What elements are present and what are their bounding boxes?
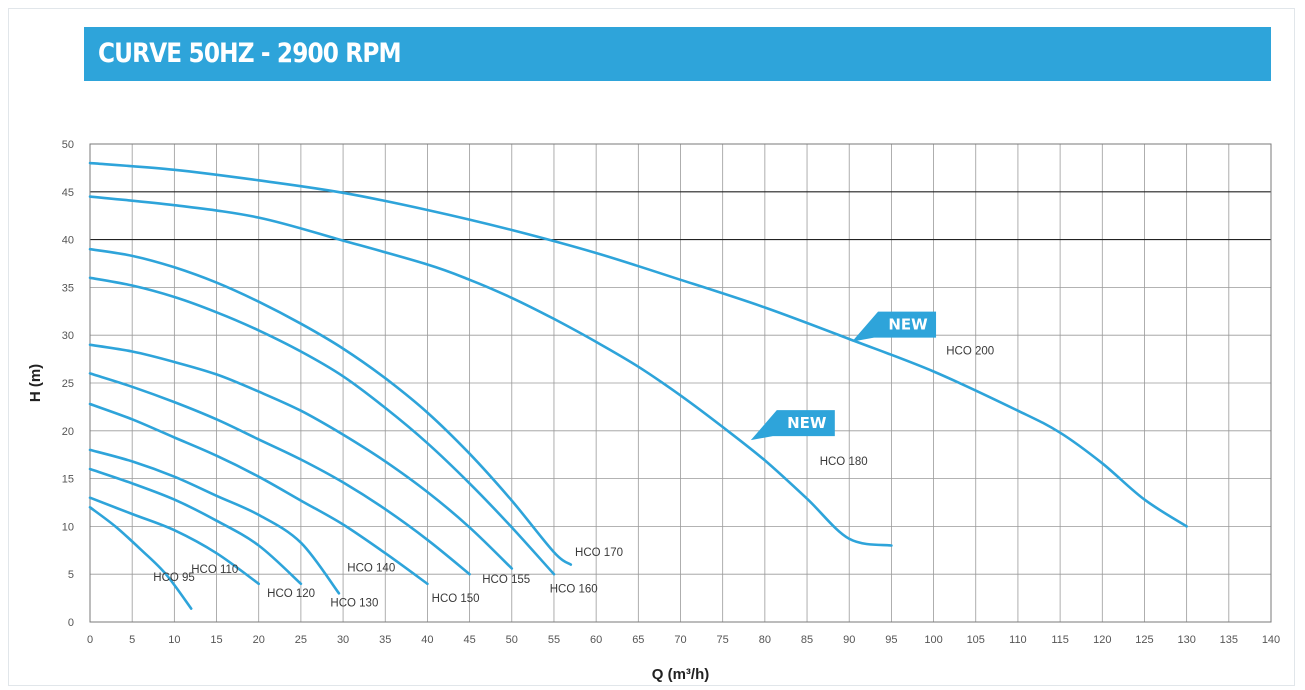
x-tick-label: 35 — [379, 634, 391, 646]
y-tick-label: 20 — [62, 426, 74, 438]
x-tick-label: 20 — [253, 634, 265, 646]
figure-frame — [8, 8, 1295, 686]
series-line-hco-95 — [88, 506, 193, 610]
y-tick-label: 25 — [62, 378, 74, 390]
x-tick-label: 70 — [674, 634, 686, 646]
series-label-hco-110: HCO 110 — [191, 564, 238, 576]
x-tick-label: 0 — [87, 634, 93, 646]
chart-title: CURVE 50HZ - 2900 RPM — [98, 38, 402, 69]
x-tick-label: 80 — [759, 634, 771, 646]
new-badge-2 — [750, 410, 835, 441]
series-line-hco-155 — [88, 343, 514, 570]
x-tick-label: 55 — [548, 634, 560, 646]
x-axis-label: Q (m³/h) — [652, 666, 710, 683]
y-tick-label: 35 — [62, 282, 74, 294]
x-tick-label: 105 — [967, 634, 985, 646]
x-tick-label: 65 — [632, 634, 644, 646]
x-tick-label: 50 — [506, 634, 518, 646]
y-tick-label: 5 — [68, 569, 74, 581]
series-label-hco-160: HCO 160 — [550, 583, 598, 595]
x-tick-label: 15 — [210, 634, 222, 646]
series-label-hco-140: HCO 140 — [347, 562, 395, 574]
x-tick-label: 60 — [590, 634, 602, 646]
series-line-hco-140 — [88, 402, 429, 586]
y-tick-label: 30 — [62, 330, 74, 342]
x-tick-label: 25 — [295, 634, 307, 646]
x-tick-label: 100 — [924, 634, 942, 646]
x-tick-label: 45 — [463, 634, 475, 646]
y-tick-label: 15 — [62, 474, 74, 486]
series-line-hco-150 — [88, 372, 471, 576]
y-tick-label: 45 — [62, 187, 74, 199]
series-label-hco-95: HCO 95 — [153, 572, 195, 584]
y-axis-label: H (m) — [27, 364, 44, 402]
series-label-hco-120: HCO 120 — [267, 588, 315, 600]
plot-border — [89, 143, 1272, 623]
x-tick-label: 110 — [1009, 634, 1027, 646]
x-tick-label: 135 — [1220, 634, 1238, 646]
x-tick-label: 120 — [1093, 634, 1111, 646]
x-tick-label: 10 — [168, 634, 180, 646]
series-line-hco-170 — [88, 247, 573, 566]
series-line-hco-110 — [88, 496, 260, 586]
series-label-hco-200: HCO 200 — [946, 345, 994, 357]
x-tick-label: 90 — [843, 634, 855, 646]
x-tick-label: 75 — [717, 634, 729, 646]
series-line-hco-130 — [88, 448, 341, 595]
x-tick-label: 115 — [1051, 634, 1069, 646]
x-tick-label: 125 — [1135, 634, 1153, 646]
y-tick-label: 50 — [62, 139, 74, 151]
new-badge-text-2: NEW — [787, 414, 827, 432]
series-line-hco-160 — [88, 276, 556, 576]
new-badge-1 — [852, 311, 937, 342]
y-tick-label: 40 — [62, 235, 74, 247]
x-tick-label: 30 — [337, 634, 349, 646]
series-label-hco-130: HCO 130 — [330, 598, 378, 610]
series-line-hco-120 — [88, 467, 303, 586]
x-tick-label: 40 — [421, 634, 433, 646]
title-banner: CURVE 50HZ - 2900 RPM — [84, 27, 1271, 81]
new-badge-text-1: NEW — [888, 316, 928, 334]
series-line-hco-180 — [88, 195, 893, 547]
series-label-hco-155: HCO 155 — [482, 574, 530, 586]
x-tick-label: 130 — [1177, 634, 1195, 646]
x-tick-label: 85 — [801, 634, 813, 646]
y-tick-label: 0 — [68, 617, 74, 629]
series-line-hco-200 — [88, 161, 1188, 528]
series-label-hco-150: HCO 150 — [432, 593, 480, 605]
x-tick-label: 140 — [1262, 634, 1280, 646]
y-tick-label: 10 — [62, 521, 74, 533]
series-label-hco-170: HCO 170 — [575, 547, 623, 559]
x-tick-label: 5 — [129, 634, 135, 646]
series-label-hco-180: HCO 180 — [820, 456, 868, 468]
x-tick-label: 95 — [885, 634, 897, 646]
